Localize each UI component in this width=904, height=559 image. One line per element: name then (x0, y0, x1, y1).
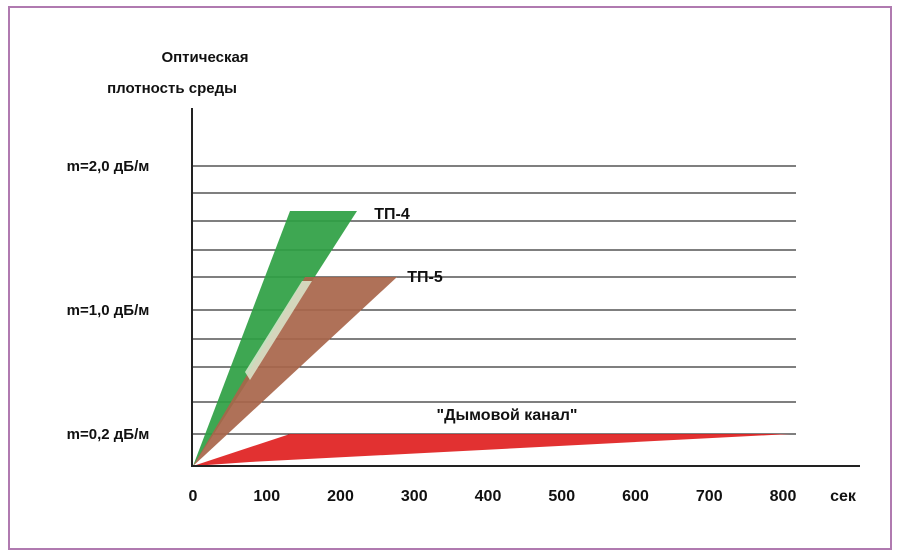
y-level-labels: m=2,0 дБ/м m=1,0 дБ/м m=0,2 дБ/м (67, 158, 150, 443)
series-label: "Дымовой канал" (437, 407, 578, 424)
series-areas (193, 211, 790, 466)
x-tick-label: 600 (622, 488, 649, 505)
series-area-3 (193, 434, 790, 466)
x-tick-labels: 0 100 200 300 400 500 600 700 800 (189, 488, 797, 505)
x-tick-label: 100 (253, 488, 280, 505)
y-level-label: m=0,2 дБ/м (67, 426, 150, 443)
y-level-label: m=1,0 дБ/м (67, 302, 150, 319)
x-tick-label: 400 (475, 488, 502, 505)
x-tick-label: 500 (548, 488, 575, 505)
x-axis-label: сек (830, 488, 857, 505)
x-tick-label: 0 (189, 488, 198, 505)
x-tick-label: 700 (696, 488, 723, 505)
chart-frame (8, 6, 892, 550)
axes (191, 108, 860, 467)
series-label: ТП-5 (407, 269, 443, 286)
x-tick-label: 300 (401, 488, 428, 505)
series-labels: ТП-4 ТП-5 "Дымовой канал" (374, 206, 577, 424)
x-tick-label: 800 (770, 488, 797, 505)
y-axis-label-line-2: плотность среды (107, 80, 237, 97)
y-level-label: m=2,0 дБ/м (67, 158, 150, 175)
series-area-2 (193, 277, 397, 466)
x-tick-label: 200 (327, 488, 354, 505)
y-axis-label-line-1: Оптическая (161, 49, 248, 66)
series-label: ТП-4 (374, 206, 410, 223)
overlap-highlight (245, 281, 312, 380)
